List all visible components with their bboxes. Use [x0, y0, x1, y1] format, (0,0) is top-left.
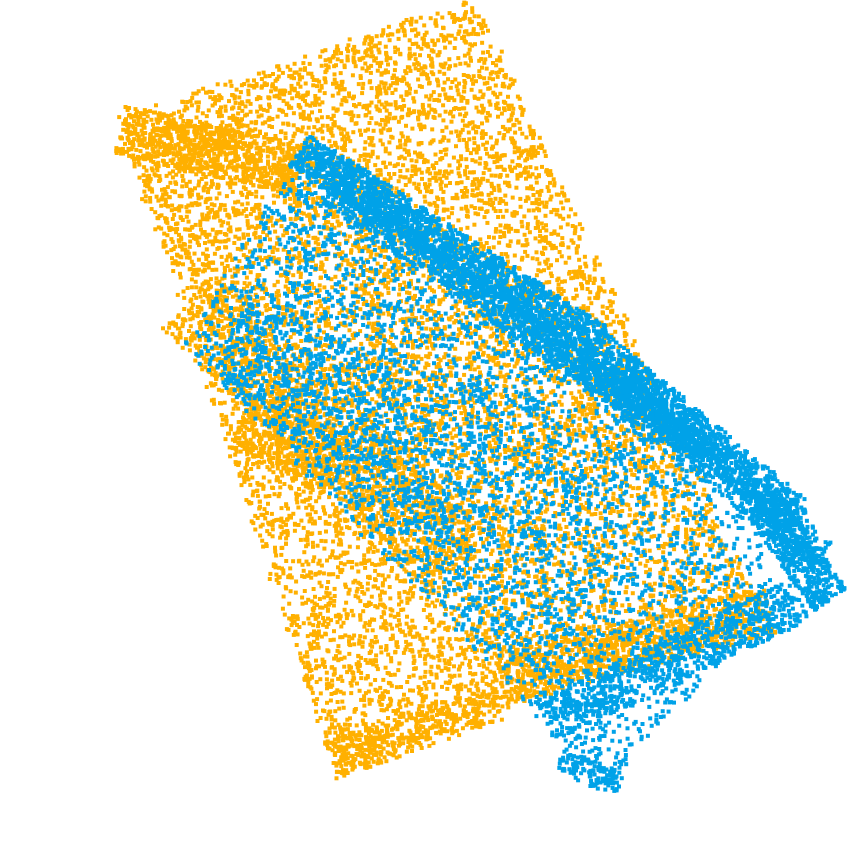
blue-point-cloud-overlay [215, 154, 833, 684]
